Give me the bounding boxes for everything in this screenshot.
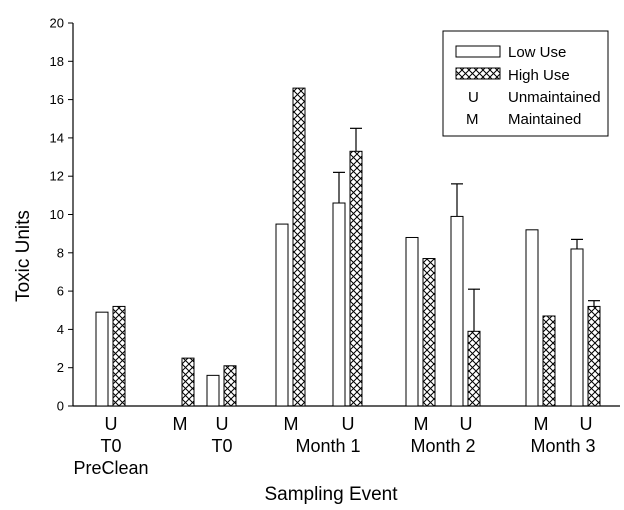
legend-key-m: M	[466, 111, 479, 128]
bar-high-use-6	[467, 330, 481, 407]
bar-high-use-0	[112, 305, 126, 407]
event-label-4: Month 1	[295, 436, 360, 456]
y-tick-label-1: 2	[57, 360, 64, 375]
y-tick-label-9: 18	[50, 54, 64, 69]
legend-key-u: U	[468, 89, 479, 106]
axes: 0 2 4 6 8 10 12 14 16 18 20	[50, 16, 620, 414]
legend-swatch-high-use	[455, 67, 501, 80]
event-label-0: T0	[100, 436, 121, 456]
event-label-6: Month 2	[410, 436, 475, 456]
bar-low-use-3	[275, 223, 289, 407]
bar-low-use-8	[570, 248, 584, 407]
category-code-6: U	[460, 414, 473, 434]
bar-high-use-3	[292, 87, 306, 407]
category-code-1: M	[173, 414, 188, 434]
legend-label-high-use: High Use	[508, 67, 570, 84]
y-tick-label-5: 10	[50, 207, 64, 222]
bar-low-use-6	[450, 215, 464, 407]
category-code-8: U	[580, 414, 593, 434]
y-tick-label-0: 0	[57, 399, 64, 414]
legend-swatch-low-use	[455, 45, 501, 58]
category-code-2: U	[216, 414, 229, 434]
bar-high-use-5	[422, 258, 436, 407]
y-tick-label-7: 14	[50, 130, 64, 145]
legend-label-low-use: Low Use	[508, 44, 566, 61]
category-code-3: M	[284, 414, 299, 434]
category-code-0: U	[105, 414, 118, 434]
category-code-4: U	[342, 414, 355, 434]
y-tick-label-2: 4	[57, 322, 64, 337]
bar-low-use-4	[332, 202, 346, 407]
bar-low-use-0	[95, 311, 109, 407]
y-tick-label-8: 16	[50, 92, 64, 107]
bar-high-use-2	[223, 365, 237, 407]
bar-high-use-8	[587, 305, 601, 407]
y-axis-title: Toxic Units	[13, 210, 34, 302]
category-code-7: M	[534, 414, 549, 434]
y-tick-label-6: 12	[50, 169, 64, 184]
bar-high-use-7	[542, 315, 556, 407]
legend-label-unmaintained: Unmaintained	[508, 89, 601, 106]
legend: Low Use High Use U Unmaintained M Mainta…	[442, 30, 609, 137]
bar-low-use-5	[405, 236, 419, 407]
bar-high-use-4	[349, 150, 363, 407]
event-label-8: Month 3	[530, 436, 595, 456]
y-tick-label-10: 20	[50, 16, 64, 31]
event-label-2: T0	[211, 436, 232, 456]
bar-high-use-1	[181, 357, 195, 407]
bars	[95, 87, 601, 407]
bar-low-use-7	[525, 229, 539, 407]
event-sublabel-0: PreClean	[73, 458, 148, 478]
y-tick-label-3: 6	[57, 284, 64, 299]
legend-label-maintained: Maintained	[508, 111, 581, 128]
bar-low-use-2	[206, 374, 220, 407]
x-axis-title: Sampling Event	[264, 484, 398, 505]
category-code-5: M	[414, 414, 429, 434]
y-tick-label-4: 8	[57, 245, 64, 260]
